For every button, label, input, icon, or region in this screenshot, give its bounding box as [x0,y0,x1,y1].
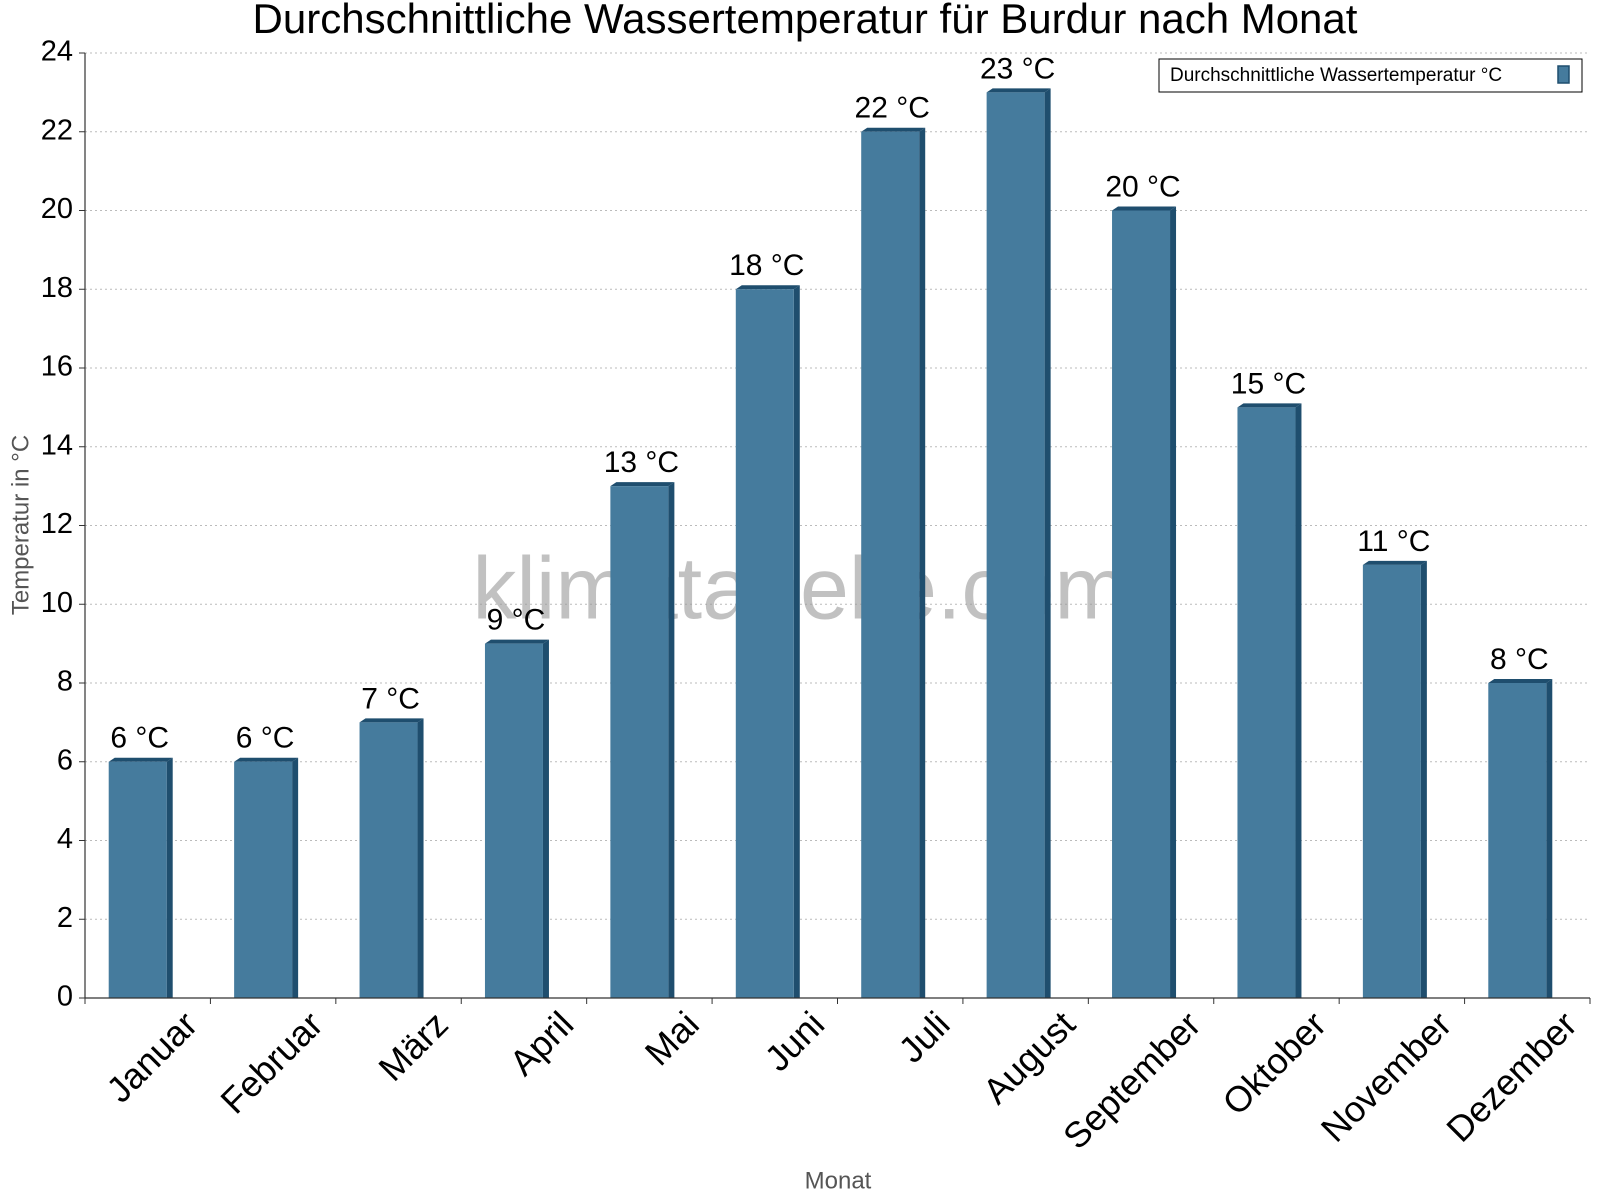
bar-top [1237,403,1302,408]
chart-title: Durchschnittliche Wassertemperatur für B… [253,0,1358,42]
legend-label: Durchschnittliche Wassertemperatur °C [1170,65,1502,86]
bar [861,127,926,998]
y-axis-label: Temperatur in °C [7,435,34,615]
bar [1237,403,1302,998]
y-tick-label: 12 [41,508,73,540]
data-label: 15 °C [1231,367,1306,400]
legend: Durchschnittliche Wassertemperatur °C [1158,58,1583,93]
data-label: 7 °C [361,682,420,715]
bar-side [166,757,173,998]
data-label: 6 °C [236,722,295,755]
x-tick-label: September [1055,1003,1209,1157]
bar-face [1488,683,1547,998]
y-tick-label: 22 [41,114,73,146]
bar [1112,206,1177,998]
bar [1362,560,1427,998]
bar-top [359,718,424,723]
bar-face [234,761,293,998]
data-label: 6 °C [110,722,169,755]
y-tick-label: 4 [57,823,73,855]
bar-top [1112,206,1177,211]
y-tick-label: 8 [57,666,73,698]
data-label: 18 °C [729,249,804,282]
bar-face [484,643,543,998]
bar-top [735,285,800,290]
bar [610,482,675,998]
bar [986,88,1051,998]
bar-face [108,761,167,998]
x-tick-label: Juni [756,1003,832,1079]
bar-top [1488,679,1553,683]
data-label: 9 °C [487,604,546,637]
bar-top [108,757,173,762]
bar [359,718,424,998]
bar-side [542,639,549,998]
bar [234,757,299,998]
x-axis-label: Monat [805,1167,872,1194]
y-tick-label: 24 [41,36,73,68]
y-tick-label: 14 [41,429,73,461]
bar-face [986,92,1045,998]
bar [735,285,800,998]
bar [484,639,549,998]
data-label: 22 °C [855,92,930,125]
data-label: 8 °C [1490,643,1549,676]
y-tick-label: 16 [41,351,73,383]
bar-side [1420,560,1427,998]
data-label: 11 °C [1357,525,1430,558]
bar-side [668,482,675,998]
x-tick-label: Oktober [1214,1003,1334,1123]
x-tick-label: Januar [98,1003,205,1110]
bar-face [1112,210,1171,998]
legend-box [1158,58,1583,93]
data-label: 23 °C [980,52,1055,85]
x-tick-label: November [1313,1003,1459,1149]
bar-top [610,482,675,487]
bars: 6 °C 6 °C 7 °C 9 °C 13 °C 18 °C 22 °C 23 °C 20 °… [108,52,1553,998]
bar [108,757,173,998]
x-tick-label: August [975,1003,1083,1111]
bar-top [861,127,926,132]
x-tick-label: Februar [212,1003,330,1121]
bar-face [861,131,920,998]
x-tick-label: März [370,1003,456,1089]
y-tick-label: 6 [57,744,73,776]
x-tick-label: Dezember [1438,1003,1584,1149]
legend-swatch [1557,65,1570,84]
bar-top [234,757,299,762]
bar-top [1362,560,1427,565]
data-label: 20 °C [1105,170,1180,203]
y-tick-label: 10 [41,587,73,619]
bar [1488,679,1553,998]
bar-face [1237,407,1296,998]
bar-top [484,639,549,644]
bar-face [735,289,794,998]
bar-face [610,486,669,998]
bar-top [986,88,1051,93]
y-tick-label: 0 [57,981,73,1013]
bar-face [359,722,418,998]
bar-side [1170,206,1177,998]
y-tick-label: 18 [41,272,73,304]
bar-side [919,127,926,998]
data-label: 13 °C [604,446,679,479]
y-tick-label: 20 [41,193,73,225]
x-tick-label: Mai [637,1003,707,1073]
x-tick-label: April [501,1003,581,1083]
bar-face [1362,564,1421,998]
y-tick-label: 2 [57,902,73,934]
bar-side [1546,679,1553,998]
bar-side [417,718,424,998]
x-tick-label: Juli [890,1003,957,1070]
bar-side [1044,88,1051,998]
bar-side [793,285,800,998]
bar-side [292,757,299,998]
bar-side [1295,403,1302,998]
